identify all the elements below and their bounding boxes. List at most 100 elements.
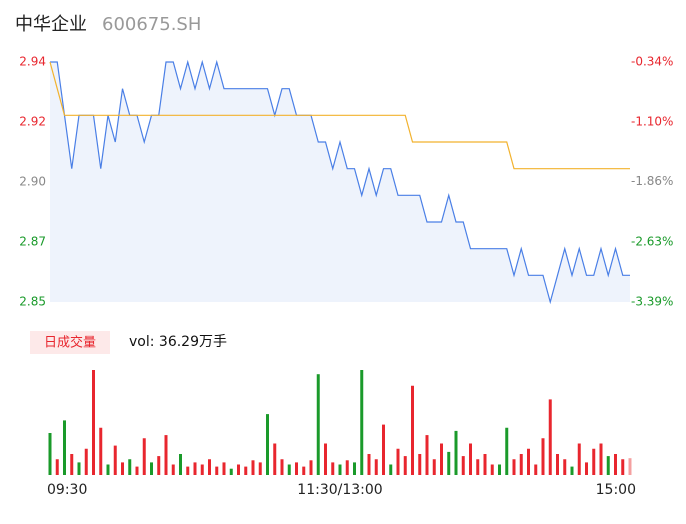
volume-bar — [99, 427, 103, 475]
volume-bar — [599, 443, 603, 475]
volume-bar — [367, 454, 371, 475]
volume-bar — [425, 435, 429, 475]
volume-bar — [345, 460, 349, 475]
volume-bar — [309, 460, 313, 475]
stock-code: 600675.SH — [102, 14, 201, 35]
y-tick-label: 2.94 — [19, 55, 46, 69]
volume-bar — [280, 459, 284, 475]
volume-bar — [229, 468, 233, 475]
volume-bar — [483, 454, 487, 475]
volume-badge-label: 日成交量 — [44, 335, 96, 351]
volume-bar — [389, 464, 393, 475]
volume-bar — [186, 466, 190, 475]
volume-bar — [258, 462, 262, 475]
volume-bar — [541, 438, 545, 475]
volume-bar — [113, 445, 117, 475]
volume-bar — [411, 385, 414, 475]
volume-bar — [403, 456, 407, 475]
y-tick-label: 2.92 — [19, 115, 46, 129]
volume-bar — [84, 448, 88, 475]
volume-text: vol: 36.29万手 — [129, 334, 227, 350]
volume-bar — [440, 443, 443, 475]
volume-bar — [621, 459, 625, 475]
volume-bar — [106, 464, 110, 475]
volume-bar — [577, 443, 581, 475]
volume-bar — [171, 464, 175, 475]
volume-bar — [447, 451, 451, 475]
volume-bar — [215, 466, 219, 475]
volume-bar — [316, 374, 320, 475]
volume-bar — [222, 462, 226, 475]
volume-bar — [121, 462, 124, 475]
y2-tick-label: -1.86% — [631, 174, 673, 188]
y-tick-label: 2.85 — [19, 295, 46, 309]
volume-bar — [512, 459, 516, 475]
y-tick-label: 2.90 — [19, 175, 46, 189]
volume-bar — [55, 459, 59, 475]
volume-bar — [454, 430, 458, 475]
volume-bar — [273, 443, 277, 475]
volume-bar — [418, 454, 422, 475]
volume-bar — [200, 464, 204, 475]
volume-bar — [534, 464, 538, 475]
volume-bar — [92, 370, 95, 475]
volume-bar — [193, 462, 197, 475]
price-area — [50, 62, 630, 302]
volume-bar — [266, 414, 269, 475]
volume-bar — [150, 462, 153, 475]
volume-bar — [237, 464, 240, 475]
volume-bar — [302, 466, 306, 475]
x-tick-label: 15:00 — [596, 482, 636, 498]
volume-bar — [476, 459, 480, 475]
volume-bar — [505, 427, 509, 475]
volume-bar — [77, 462, 81, 475]
volume-bar — [63, 420, 66, 475]
volume-bar — [548, 399, 552, 475]
volume-bar — [556, 454, 559, 475]
y2-tick-label: -3.39% — [631, 295, 673, 309]
volume-bar — [432, 459, 436, 475]
volume-bar — [396, 448, 400, 475]
volume-bar — [374, 459, 378, 475]
volume-bar — [490, 464, 494, 475]
volume-bar — [157, 456, 161, 475]
volume-bar — [585, 462, 588, 475]
volume-bar — [48, 433, 52, 475]
x-tick-label: 09:30 — [47, 482, 87, 498]
stock-name: 中华企业 — [15, 14, 87, 35]
volume-bar — [295, 462, 298, 475]
volume-bar — [382, 424, 385, 475]
volume-bar — [519, 454, 523, 475]
volume-bar — [70, 454, 74, 475]
volume-bar — [208, 459, 211, 475]
volume-bar — [360, 370, 364, 475]
volume-bar — [128, 459, 132, 475]
volume-bar — [244, 466, 248, 475]
volume-bar — [324, 443, 327, 475]
price-line — [50, 59, 630, 305]
volume-bar — [353, 462, 356, 475]
volume-bar — [563, 459, 567, 475]
volume-bar — [606, 456, 610, 475]
y2-tick-label: -2.63% — [631, 235, 673, 249]
volume-bar — [498, 464, 501, 475]
volume-bar — [527, 448, 530, 475]
volume-bar — [142, 438, 146, 475]
volume-bar — [570, 466, 574, 475]
y-tick-label: 2.87 — [19, 235, 46, 249]
volume-bar — [461, 456, 465, 475]
volume-bar — [592, 448, 596, 475]
volume-bar — [331, 462, 335, 475]
volume-bar — [164, 435, 168, 475]
volume-bar — [338, 464, 342, 475]
x-tick-label: 11:30/13:00 — [297, 482, 382, 498]
y2-tick-label: -1.10% — [631, 114, 673, 128]
volume-badge — [30, 331, 110, 354]
volume-bar — [251, 460, 255, 475]
average-line — [49, 61, 630, 170]
y2-tick-label: -0.34% — [631, 55, 673, 69]
volume-bar — [179, 454, 182, 475]
volume-bar — [469, 443, 472, 475]
volume-bar — [614, 454, 617, 475]
